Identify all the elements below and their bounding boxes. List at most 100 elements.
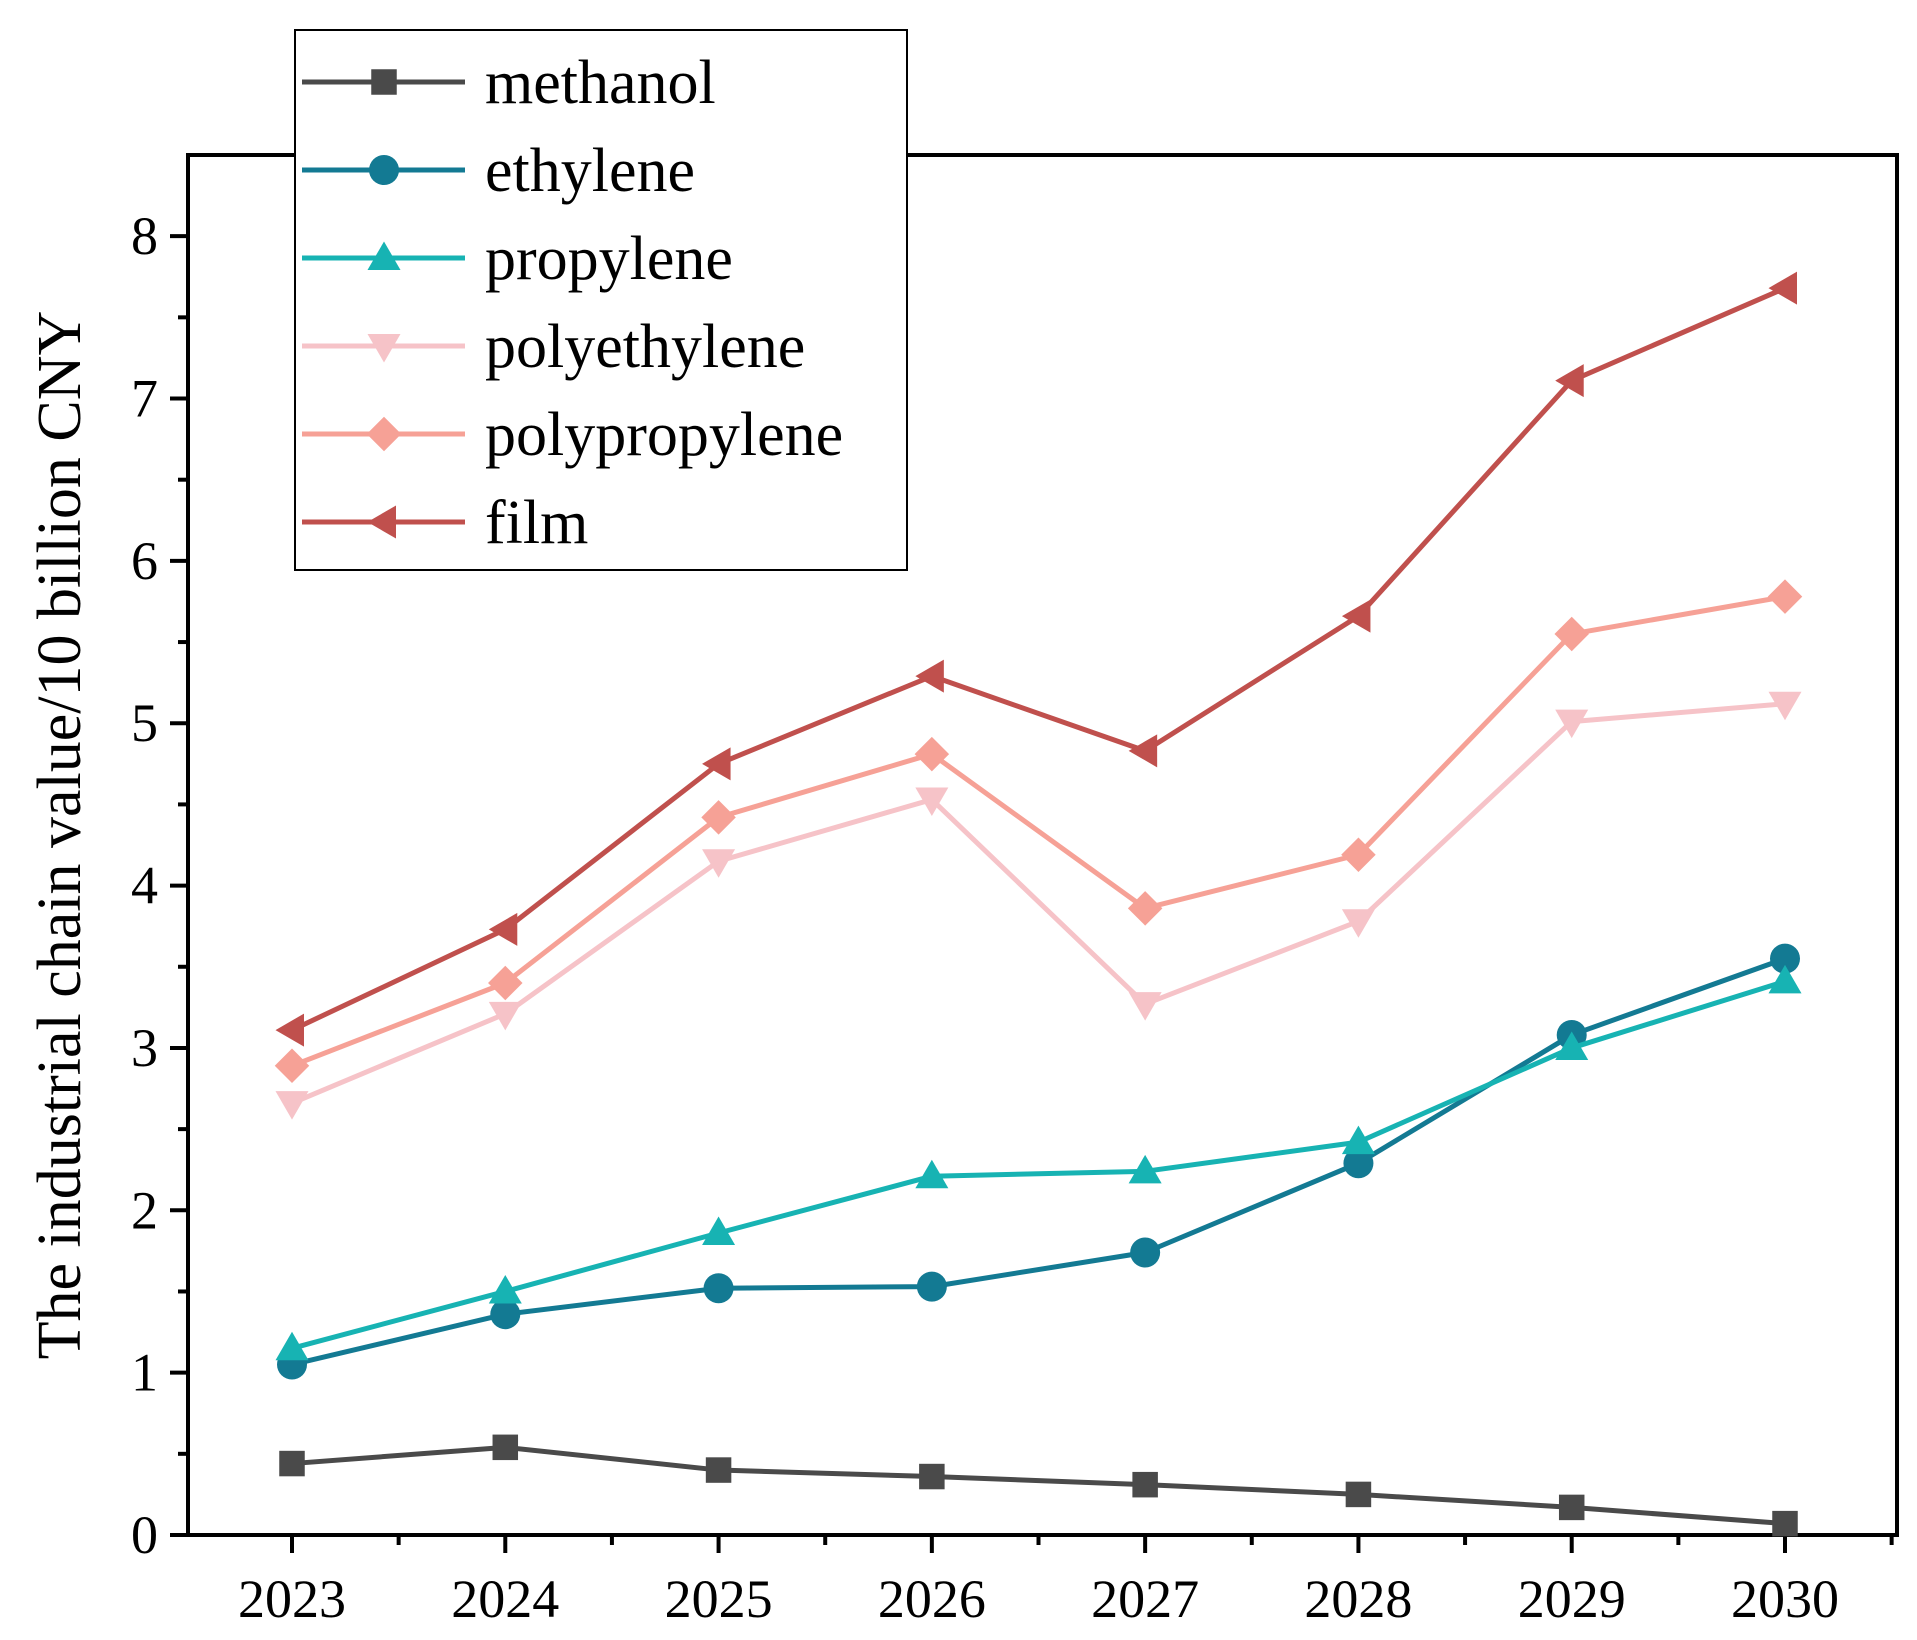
plot-border — [186, 153, 1899, 1537]
y-tick-label: 2 — [131, 1180, 158, 1240]
data-point-polypropylene — [274, 1048, 310, 1084]
data-point-propylene — [488, 1274, 522, 1304]
data-point-ethylene — [1343, 1148, 1374, 1179]
y-tick-label: 8 — [131, 206, 158, 266]
data-point-polyethylene — [275, 1091, 309, 1120]
data-point-propylene — [275, 1331, 309, 1361]
x-tick-label: 2028 — [1304, 1569, 1412, 1629]
y-tick-label: 3 — [131, 1018, 158, 1078]
legend-box — [294, 29, 908, 571]
data-point-film — [1128, 734, 1158, 768]
data-point-polyethylene — [1128, 992, 1162, 1021]
data-point-film — [702, 747, 731, 781]
data-point-ethylene — [1130, 1237, 1161, 1268]
legend-label: film — [485, 489, 588, 557]
legend-entry-methanol: methanol — [302, 49, 716, 117]
data-point-film — [488, 912, 518, 946]
series-line-methanol — [291, 1444, 1786, 1527]
legend-marker — [367, 241, 401, 270]
data-point-polypropylene — [701, 800, 736, 835]
series-propylene — [275, 964, 1802, 1361]
y-tick-label: 6 — [131, 531, 158, 591]
series-line-polypropylene — [291, 594, 1786, 1069]
data-point-propylene — [1768, 964, 1802, 994]
legend-label: methanol — [485, 49, 716, 117]
data-point-film — [1555, 364, 1584, 398]
data-point-propylene — [915, 1159, 949, 1189]
series-film — [275, 271, 1797, 1047]
y-axis: 0 1 2 3 4 5 6 7 8 — [131, 206, 188, 1565]
y-tick-label: 5 — [131, 693, 158, 753]
data-point-polypropylene — [1554, 616, 1589, 652]
legend-marker — [367, 334, 401, 363]
data-point-propylene — [1341, 1125, 1375, 1155]
legend-label: polypropylene — [485, 401, 843, 469]
legend-entry-polypropylene: polypropylene — [302, 401, 843, 469]
series-line-polyethylene — [291, 701, 1786, 1106]
series-methanol — [279, 1434, 1798, 1537]
legend-marker — [369, 155, 399, 185]
data-point-polyethylene — [1768, 691, 1802, 721]
legend-label: polyethylene — [485, 313, 805, 381]
data-point-polyethylene — [702, 849, 736, 878]
data-point-polyethylene — [488, 1001, 522, 1031]
data-point-polypropylene — [488, 965, 523, 1001]
data-point-film — [1768, 271, 1797, 305]
data-point-polypropylene — [1127, 891, 1163, 926]
legend-label: ethylene — [485, 137, 695, 205]
data-point-methanol — [1345, 1481, 1372, 1508]
data-point-methanol — [705, 1457, 732, 1483]
y-tick-label: 4 — [131, 856, 158, 916]
series-line-propylene — [291, 978, 1786, 1351]
series-polyethylene — [275, 691, 1802, 1120]
legend-entry-film: film — [302, 489, 588, 557]
series-polypropylene — [274, 579, 1803, 1084]
data-point-film — [915, 659, 944, 693]
series-layer — [274, 271, 1803, 1537]
x-tick-label: 2023 — [238, 1569, 346, 1629]
y-tick-label: 7 — [131, 369, 158, 429]
data-point-methanol — [492, 1434, 519, 1461]
x-tick-label: 2027 — [1091, 1569, 1199, 1629]
plot-frame — [186, 153, 1899, 1537]
data-point-polypropylene — [914, 736, 950, 772]
data-point-ethylene — [1770, 943, 1800, 974]
data-point-film — [1341, 599, 1371, 633]
data-point-methanol — [1132, 1471, 1158, 1498]
series-line-ethylene — [291, 956, 1786, 1367]
x-tick-label: 2030 — [1731, 1569, 1839, 1629]
legend-marker — [371, 69, 397, 95]
legend-entry-polyethylene: polyethylene — [302, 313, 805, 381]
legend-entry-propylene: propylene — [302, 225, 733, 293]
data-point-propylene — [1555, 1031, 1589, 1060]
x-tick-label: 2024 — [451, 1569, 559, 1629]
data-point-film — [275, 1013, 304, 1047]
data-point-polypropylene — [1341, 837, 1376, 872]
data-point-methanol — [1772, 1510, 1798, 1537]
series-line-film — [290, 285, 1786, 1033]
legend-label: propylene — [485, 225, 733, 293]
data-point-methanol — [919, 1463, 945, 1490]
y-tick-label: 1 — [131, 1343, 158, 1403]
x-tick-label: 2025 — [665, 1569, 773, 1629]
legend-marker — [367, 505, 396, 539]
data-point-ethylene — [490, 1299, 521, 1330]
legend: methanol ethylene propylene polyethylene pol… — [294, 29, 908, 571]
x-tick-label: 2029 — [1518, 1569, 1626, 1629]
y-axis-title: The industrial chain value/10 billion CN… — [26, 311, 94, 1360]
legend-entry-ethylene: ethylene — [302, 137, 695, 205]
data-point-ethylene — [703, 1273, 734, 1304]
data-point-ethylene — [916, 1271, 947, 1302]
data-point-polypropylene — [1767, 579, 1803, 614]
x-axis: 2023 2024 2025 2026 2027 2028 2029 2030 — [238, 1535, 1894, 1629]
data-point-polyethylene — [915, 787, 949, 817]
data-point-methanol — [1558, 1494, 1585, 1521]
x-tick-label: 2026 — [878, 1569, 986, 1629]
data-point-polyethylene — [1341, 909, 1375, 938]
data-point-polyethylene — [1555, 709, 1589, 739]
y-tick-label: 0 — [131, 1505, 158, 1565]
data-point-propylene — [1128, 1154, 1162, 1184]
data-point-methanol — [279, 1450, 305, 1477]
data-point-propylene — [702, 1216, 736, 1246]
